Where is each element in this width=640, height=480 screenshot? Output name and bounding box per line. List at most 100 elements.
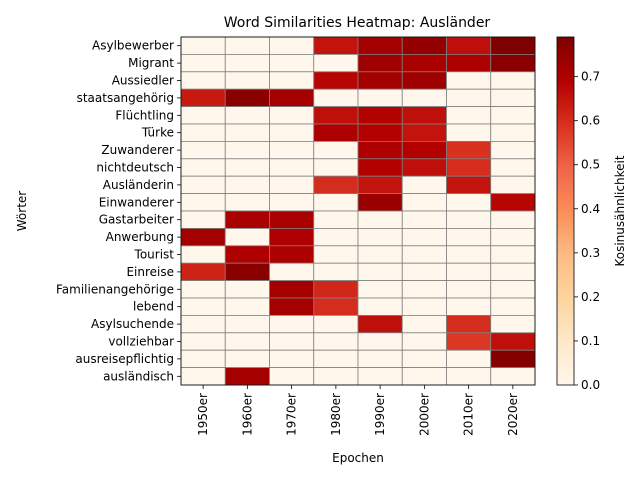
heatmap-cell <box>224 140 270 160</box>
heatmap-cell <box>490 175 536 194</box>
y-tick-label: Migrant <box>128 56 174 70</box>
heatmap-cell <box>446 210 492 229</box>
heatmap-cell <box>490 349 536 369</box>
heatmap-cell <box>446 175 492 194</box>
heatmap-cell <box>401 280 447 299</box>
heatmap-cell <box>224 88 270 107</box>
heatmap-cell <box>313 123 359 142</box>
heatmap-cell <box>357 193 403 212</box>
heatmap-cell <box>313 71 359 90</box>
heatmap-cell <box>446 71 492 90</box>
heatmap-cell <box>224 54 270 73</box>
heatmap-cell <box>446 245 492 264</box>
heatmap-cell <box>446 280 492 299</box>
heatmap-cell <box>224 332 270 351</box>
heatmap-cell <box>357 106 403 125</box>
heatmap-cell <box>446 297 492 316</box>
heatmap-cell <box>269 262 315 282</box>
heatmap-cell <box>490 158 536 177</box>
heatmap-cell <box>180 123 226 142</box>
heatmap-cell <box>446 332 492 351</box>
heatmap-cell <box>224 106 270 125</box>
heatmap-cell <box>180 71 226 90</box>
heatmap-cell <box>313 245 359 264</box>
colorbar-tick-label: 0.4 <box>581 202 600 216</box>
heatmap-cell <box>357 280 403 299</box>
heatmap-cell <box>490 54 536 73</box>
heatmap-cell <box>224 123 270 142</box>
heatmap-cells <box>180 36 536 386</box>
heatmap-cell <box>269 175 315 194</box>
heatmap-cell <box>313 54 359 73</box>
heatmap-cell <box>313 262 359 282</box>
heatmap-cell <box>401 297 447 316</box>
heatmap-cell <box>269 88 315 107</box>
heatmap-cell <box>401 175 447 194</box>
heatmap-cell <box>490 314 536 334</box>
heatmap-cell <box>269 280 315 299</box>
y-axis-ticks: Asylbewerber Migrant Aussiedler staatsangeh… <box>56 39 181 383</box>
heatmap-cell <box>313 349 359 369</box>
heatmap-cell <box>446 262 492 282</box>
heatmap-cell <box>401 140 447 160</box>
y-tick-label: Anwerbung <box>106 230 174 244</box>
colorbar-tick-label: 0.3 <box>581 246 600 260</box>
heatmap-cell <box>180 193 226 212</box>
heatmap-cell <box>357 36 403 55</box>
colorbar-tick-label: 0.6 <box>581 114 600 128</box>
heatmap-cell <box>490 140 536 160</box>
heatmap-cell <box>224 349 270 369</box>
heatmap-cell <box>224 193 270 212</box>
colorbar: 0.0 0.1 0.2 0.3 0.4 0.5 0.6 0.7 Kosinusähnlichk… <box>556 36 627 392</box>
heatmap-cell <box>313 314 359 334</box>
heatmap-cell <box>269 123 315 142</box>
y-tick-label: ausreisepflichtig <box>75 352 174 366</box>
heatmap-cell <box>446 140 492 160</box>
colorbar-frame <box>556 36 575 386</box>
heatmap-cell <box>313 280 359 299</box>
heatmap-cell <box>224 367 270 386</box>
y-tick-label: Ausländerin <box>103 178 174 192</box>
colorbar-label: Kosinusähnlichkeit <box>613 155 627 266</box>
heatmap-cell <box>446 227 492 247</box>
heatmap-cell <box>180 140 226 160</box>
heatmap-cell <box>401 54 447 73</box>
heatmap-cell <box>401 88 447 107</box>
heatmap-cell <box>446 314 492 334</box>
heatmap-cell <box>357 54 403 73</box>
heatmap-cell <box>490 297 536 316</box>
heatmap-cell <box>180 245 226 264</box>
colorbar-tick-label: 0.0 <box>581 378 600 392</box>
heatmap-cell <box>446 349 492 369</box>
heatmap-cell <box>446 367 492 386</box>
colorbar-gradient <box>557 37 574 385</box>
heatmap-cell <box>401 367 447 386</box>
heatmap-cell <box>313 297 359 316</box>
heatmap-cell <box>313 367 359 386</box>
heatmap-cell <box>269 314 315 334</box>
y-tick-label: Asylbewerber <box>92 39 174 53</box>
heatmap-cell <box>313 332 359 351</box>
heatmap-cell <box>180 314 226 334</box>
y-tick-label: Flüchtling <box>115 108 174 122</box>
heatmap-cell <box>490 88 536 107</box>
heatmap-cell <box>180 36 226 55</box>
heatmap-cell <box>357 262 403 282</box>
heatmap-cell <box>269 367 315 386</box>
x-tick-label: 1960er <box>240 393 254 436</box>
heatmap-cell <box>446 88 492 107</box>
heatmap-cell <box>357 158 403 177</box>
colorbar-tick-label: 0.5 <box>581 158 600 172</box>
heatmap-cell <box>357 71 403 90</box>
heatmap-cell <box>313 227 359 247</box>
colorbar-tick-label: 0.2 <box>581 290 600 304</box>
heatmap-cell <box>446 54 492 73</box>
heatmap-cell <box>313 175 359 194</box>
heatmap-cell <box>269 210 315 229</box>
heatmap-cell <box>269 71 315 90</box>
heatmap-cell <box>224 280 270 299</box>
heatmap-cell <box>357 314 403 334</box>
heatmap-cell <box>490 245 536 264</box>
heatmap-cell <box>401 210 447 229</box>
